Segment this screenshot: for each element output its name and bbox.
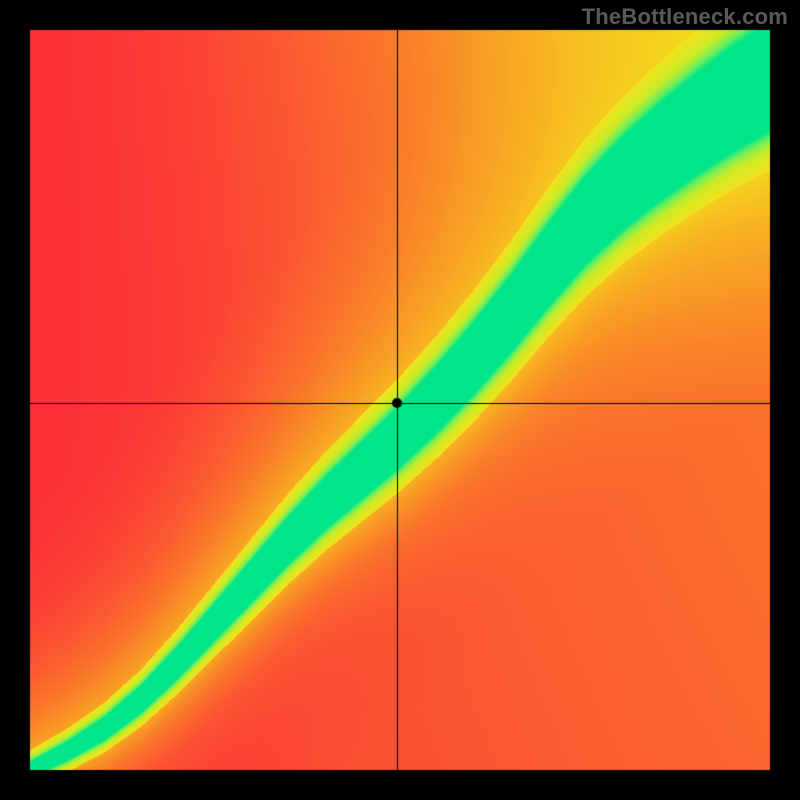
bottleneck-heatmap xyxy=(0,0,800,800)
watermark-text: TheBottleneck.com xyxy=(582,4,788,30)
